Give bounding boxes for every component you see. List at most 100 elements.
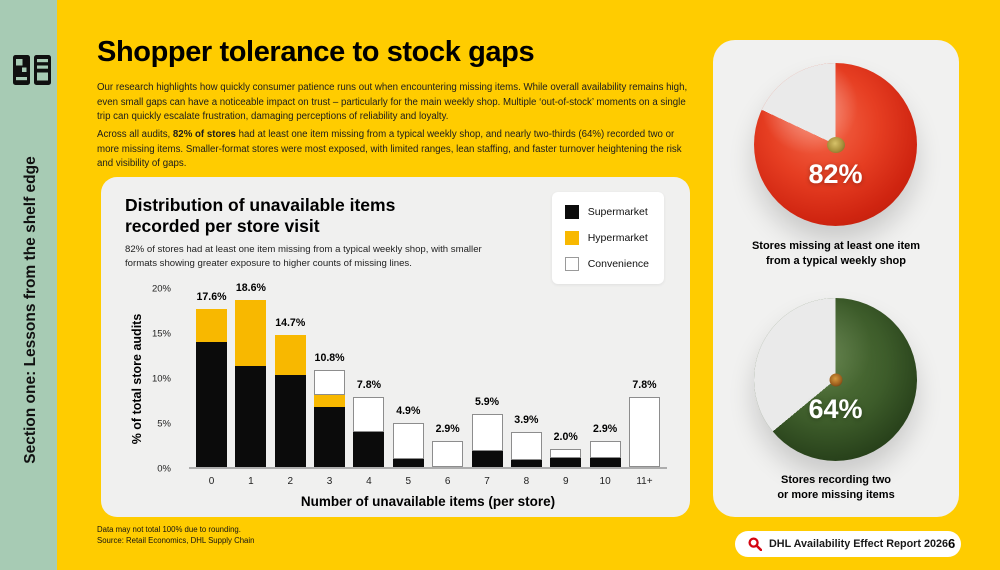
x-tick: 0 — [208, 476, 215, 487]
x-tick: 7 — [484, 476, 490, 487]
stats-card: 82% Stores missing at least one item fro… — [713, 40, 959, 517]
legend-swatch-supermarket — [564, 205, 579, 219]
bar-column-4: 7.8% 4 — [351, 289, 386, 487]
bar-total-label: 7.8% — [356, 378, 382, 391]
stat-value-82: 82% — [808, 159, 863, 190]
section-label: Section one: Lessons from the shelf edge — [22, 156, 39, 464]
bar-segment-supermarket — [392, 458, 424, 467]
bar-segment-hypermarket — [196, 308, 227, 342]
bar-segment-convenience — [353, 396, 385, 432]
y-tick: 10% — [151, 373, 171, 385]
bar-total-label: 14.7% — [275, 316, 306, 329]
report-badge-label: DHL Availability Effect Report 2026 — [769, 538, 949, 550]
bar-total-label: 7.8% — [632, 378, 657, 391]
x-tick: 6 — [444, 476, 451, 487]
bar-segment-supermarket — [589, 458, 621, 467]
x-axis-label: Number of unavailable items (per store) — [300, 494, 556, 509]
legend-label-convenience: Convenience — [587, 258, 649, 270]
legend-swatch-convenience — [564, 257, 579, 271]
bar-total-label: 4.9% — [396, 404, 421, 417]
bar-segment-supermarket — [353, 431, 385, 467]
bar-segment-supermarket — [471, 450, 503, 467]
bar-segment-convenience — [589, 440, 621, 458]
intro-paragraph-2-prefix: Across all audits, — [97, 129, 173, 140]
bar-segment-supermarket — [550, 458, 582, 467]
search-icon — [748, 537, 762, 551]
page-title: Shopper tolerance to stock gaps — [97, 36, 535, 68]
footnote-line2: Source: Retail Economics, DHL Supply Cha… — [97, 536, 255, 546]
stat-caption-82-line2: from a typical weekly shop — [766, 255, 906, 268]
stat-caption-64-line2: or more missing items — [777, 489, 895, 502]
page-number: 6 — [948, 536, 956, 551]
bar-total-label: 5.9% — [474, 395, 500, 408]
x-tick: 2 — [287, 476, 293, 487]
y-tick: 5% — [157, 418, 171, 430]
section-sidebar: Section one: Lessons from the shelf edge — [0, 0, 57, 570]
bar-total-label: 2.9% — [593, 422, 618, 435]
tomato-pie-figure: 82% — [754, 63, 917, 226]
legend-swatch-hypermarket — [564, 231, 579, 245]
report-badge: DHL Availability Effect Report 2026 — [735, 531, 962, 557]
x-tick: 8 — [523, 476, 530, 487]
intro-paragraph-2: Across all audits, 82% of stores had at … — [97, 128, 697, 172]
bar-segment-convenience — [392, 422, 424, 459]
bar-segment-hypermarket — [235, 299, 267, 367]
bar-column-11+: 7.8% 11+ — [627, 289, 662, 487]
data-footnote: Data may not total 100% due to rounding.… — [97, 524, 254, 547]
bar-column-8: 3.9% 8 — [509, 289, 544, 487]
y-tick: 20% — [151, 283, 171, 295]
avocado-pie-figure: 64% — [754, 298, 917, 461]
bar-column-7: 5.9% 7 — [470, 289, 505, 487]
bar-column-9: 2.0% 9 — [548, 289, 583, 487]
bar-segment-convenience — [432, 440, 464, 467]
chart-card: Distribution of unavailable items record… — [101, 177, 690, 517]
avocado-stem — [829, 373, 842, 386]
x-tick: 9 — [562, 476, 569, 487]
chart-legend: Supermarket Hypermarket Convenience — [551, 192, 664, 284]
bar-segment-hypermarket — [314, 395, 346, 407]
intro-paragraph-2-bold-stat: 82% of stores — [172, 129, 236, 140]
bar-column-1: 18.6% 1 — [233, 282, 268, 487]
x-tick: 5 — [405, 476, 412, 487]
legend-item-hypermarket: Hypermarket — [564, 231, 649, 245]
bar-column-10: 2.9% 10 — [588, 289, 623, 487]
shelf-units-icon — [13, 55, 51, 85]
bar-segment-supermarket — [314, 406, 346, 467]
stat-caption-64-line1: Stores recording two — [780, 474, 892, 486]
bar-total-label: 18.6% — [235, 281, 266, 294]
legend-item-convenience: Convenience — [564, 257, 649, 271]
bar-segment-convenience — [510, 431, 542, 460]
bar-total-label: 2.9% — [435, 422, 460, 435]
y-axis-ticks: 0% 5% 10% 15% 20% — [141, 284, 181, 475]
bar-segment-convenience — [314, 369, 346, 396]
tomato-calyx — [826, 136, 845, 153]
x-tick: 3 — [326, 476, 333, 487]
bar-total-label: 2.0% — [553, 431, 578, 443]
bar-segment-supermarket — [235, 366, 267, 467]
x-tick: 4 — [366, 476, 372, 487]
bar-segment-hypermarket — [274, 334, 306, 376]
legend-label-hypermarket: Hypermarket — [587, 232, 648, 244]
x-tick: 11+ — [636, 476, 653, 487]
bar-segment-convenience — [471, 413, 503, 451]
stat-caption-82-line1: Stores missing at least one item — [751, 240, 921, 252]
intro-paragraph-2-suffix: had at least one item missing from a typ… — [97, 129, 682, 170]
bar-segment-supermarket — [196, 341, 227, 467]
x-tick: 1 — [248, 476, 254, 487]
legend-item-supermarket: Supermarket — [564, 205, 649, 219]
bar-segment-convenience — [550, 449, 582, 458]
bar-segment-supermarket — [274, 375, 306, 467]
chart-subtitle: 82% of stores had at least one item miss… — [125, 244, 482, 270]
bar-column-0: 17.6% 0 — [194, 289, 229, 487]
stat-value-64: 64% — [808, 394, 863, 425]
bar-column-6: 2.9% 6 — [430, 289, 465, 487]
x-tick: 10 — [599, 476, 611, 487]
bar-column-3: 10.8% 3 — [312, 289, 347, 487]
bar-segment-convenience — [628, 396, 660, 467]
legend-label-supermarket: Supermarket — [587, 206, 648, 218]
bar-total-label: 17.6% — [196, 290, 227, 303]
bar-column-2: 14.7% 2 — [273, 289, 308, 487]
bar-total-label: 10.8% — [314, 351, 345, 364]
y-tick: 0% — [157, 463, 171, 475]
chart-title: Distribution of unavailable items record… — [125, 195, 396, 236]
